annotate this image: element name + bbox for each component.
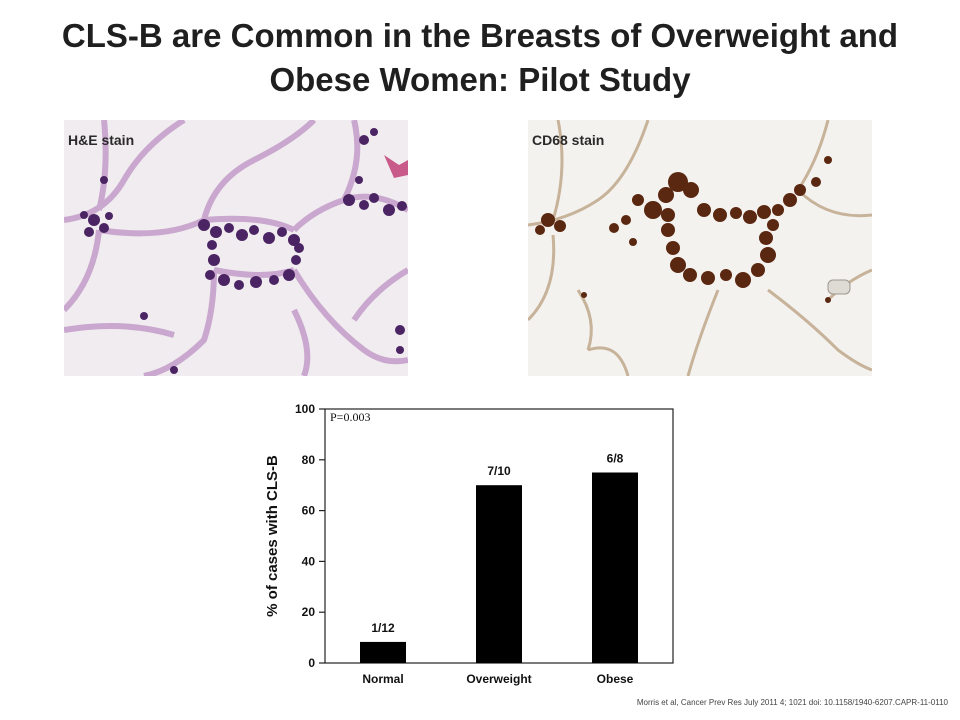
chart-p-value-annotation: P=0.003 [330, 410, 370, 424]
bar [592, 472, 638, 663]
chart-y-axis-label: % of cases with CLS-B [264, 455, 281, 617]
cd68-stain-label: CD68 stain [532, 132, 605, 148]
he-stain-image: H&E stain [64, 120, 408, 376]
x-tick-label: Obese [597, 672, 634, 686]
title-line-1: CLS-B are Common in the Breasts of Overw… [61, 17, 899, 54]
slide-title: CLS-B are Common in the Breasts of Overw… [20, 14, 940, 102]
y-tick-label: 20 [302, 605, 316, 619]
he-stain-picture [64, 120, 408, 376]
bar-data-label: 6/8 [607, 452, 624, 466]
y-tick-label: 100 [295, 402, 315, 416]
y-tick-label: 60 [302, 504, 316, 518]
he-stain-label: H&E stain [68, 132, 135, 148]
bar [476, 485, 522, 663]
y-tick-label: 40 [302, 554, 316, 568]
title-line-2: Obese Women: Pilot Study [269, 61, 691, 98]
cls-b-bar-chart: 0 20 40 60 80 100 1/12 Normal 7/10 Overweight 6/8… [264, 402, 674, 686]
cd68-stain-image: CD68 stain [528, 120, 872, 376]
x-tick-label: Overweight [466, 672, 531, 686]
bar-data-label: 7/10 [487, 464, 511, 478]
chart-bars: 1/12 Normal 7/10 Overweight 6/8 Obese [360, 452, 638, 686]
x-tick-label: Normal [362, 672, 403, 686]
bar-data-label: 1/12 [371, 621, 395, 635]
y-tick-label: 0 [308, 656, 315, 670]
bar [360, 641, 406, 663]
cd68-stain-picture [528, 120, 872, 376]
y-tick-label: 80 [302, 453, 316, 467]
citation-text: Morris et al, Cancer Prev Res July 2011 … [636, 698, 948, 707]
